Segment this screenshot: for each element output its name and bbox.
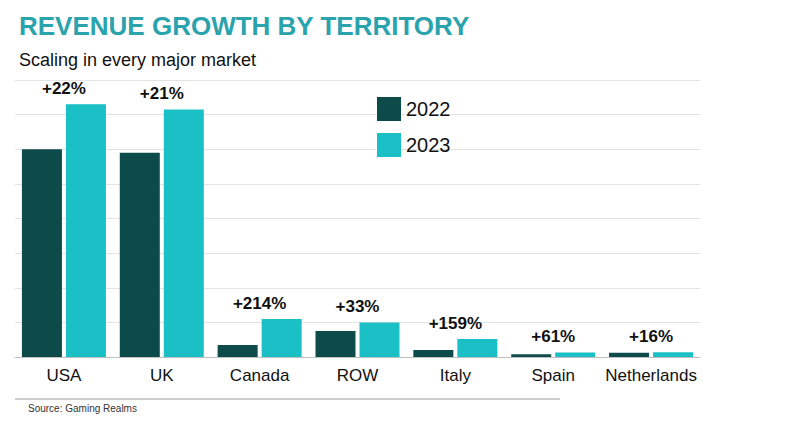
svg-text:2023: 2023: [406, 134, 451, 156]
svg-text:ROW: ROW: [337, 366, 379, 385]
svg-text:+214%: +214%: [233, 294, 286, 313]
svg-text:USA: USA: [46, 366, 82, 385]
svg-text:+61%: +61%: [531, 327, 575, 346]
svg-text:Scaling in every major market: Scaling in every major market: [19, 50, 256, 70]
svg-text:+16%: +16%: [629, 327, 673, 346]
svg-text:Canada: Canada: [230, 366, 290, 385]
svg-text:2022: 2022: [406, 98, 451, 120]
svg-text:+22%: +22%: [42, 79, 86, 98]
svg-text:+159%: +159%: [429, 314, 482, 333]
svg-text:+33%: +33%: [336, 297, 380, 316]
svg-text:Netherlands: Netherlands: [605, 366, 697, 385]
svg-text:Italy: Italy: [440, 366, 472, 385]
svg-text:+21%: +21%: [140, 84, 184, 103]
svg-text:REVENUE GROWTH BY TERRITORY: REVENUE GROWTH BY TERRITORY: [19, 11, 469, 41]
svg-text:Source: Gaming Realms: Source: Gaming Realms: [28, 403, 137, 414]
svg-text:UK: UK: [150, 366, 174, 385]
svg-text:Spain: Spain: [531, 366, 574, 385]
